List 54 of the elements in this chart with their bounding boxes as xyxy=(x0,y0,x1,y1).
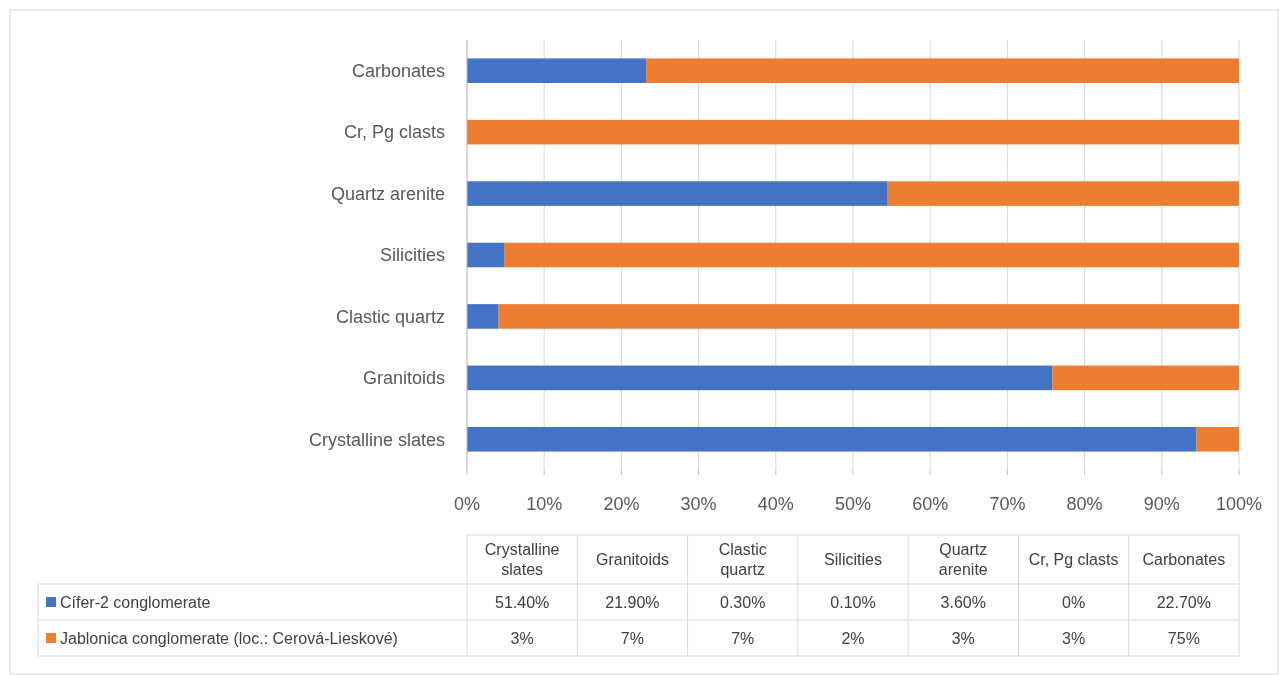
y-tick-label: Granitoids xyxy=(362,368,445,389)
x-tick-label: 100% xyxy=(1215,494,1263,514)
text: 3% xyxy=(510,629,534,647)
y-tick-label: Carbonates xyxy=(351,61,445,82)
text: 2% xyxy=(841,629,865,647)
x-tick-label: 10% xyxy=(526,494,563,514)
text: Silicities xyxy=(824,551,882,569)
bar xyxy=(467,119,1239,145)
text: Clastic quartz xyxy=(718,541,767,579)
text: 0% xyxy=(1062,593,1086,611)
x-tick-label: 90% xyxy=(1143,494,1180,514)
text: 75% xyxy=(1167,629,1200,647)
text: Crystalline slates xyxy=(484,541,560,579)
y-tick-label: Quartz arenite xyxy=(330,183,445,204)
text: Granitoids xyxy=(595,551,669,569)
bar xyxy=(467,304,499,329)
text: Carbonates xyxy=(1142,551,1226,569)
x-tick-label: 80% xyxy=(1066,494,1103,514)
bar xyxy=(467,181,888,206)
x-tick-label: 0% xyxy=(453,494,481,514)
x-tick-label: 70% xyxy=(989,494,1026,514)
x-tick-label: 50% xyxy=(834,494,872,514)
x-tick-label: 30% xyxy=(680,494,717,514)
bar xyxy=(1052,365,1239,391)
legend-label: Cífer-2 conglomerate xyxy=(60,593,211,611)
text: 21.90% xyxy=(605,593,660,611)
bar xyxy=(887,181,1239,206)
text: 0.30% xyxy=(720,593,766,611)
x-tick-label: 20% xyxy=(603,494,640,514)
text: 7% xyxy=(731,629,755,647)
y-tick-label: Crystalline slates xyxy=(308,429,445,450)
y-tick-label: Cr, Pg clasts xyxy=(343,122,445,143)
legend-label: Jablonica conglomerate (loc.: Cerová-Lieskové) xyxy=(60,629,398,647)
bar xyxy=(1196,427,1239,452)
y-tick-label: Clastic quartz xyxy=(335,306,445,327)
text: 51.40% xyxy=(495,593,550,611)
text: 0.10% xyxy=(830,593,876,611)
text: Quartz arenite xyxy=(938,541,988,579)
bar xyxy=(467,242,505,268)
text: 3% xyxy=(951,629,975,647)
bar xyxy=(467,365,1053,391)
bar xyxy=(504,242,1239,268)
text: 3% xyxy=(1062,629,1086,647)
bar xyxy=(646,58,1239,83)
bar xyxy=(467,58,647,83)
bar xyxy=(498,304,1239,329)
x-tick-label: 60% xyxy=(912,494,949,514)
bar xyxy=(467,427,1197,452)
text: 22.70% xyxy=(1156,593,1211,611)
text: 3.60% xyxy=(940,593,986,611)
y-tick-label: Silicities xyxy=(379,245,445,266)
text: 7% xyxy=(620,629,644,647)
text: Cr, Pg clasts xyxy=(1028,551,1119,569)
x-tick-label: 40% xyxy=(757,494,794,514)
